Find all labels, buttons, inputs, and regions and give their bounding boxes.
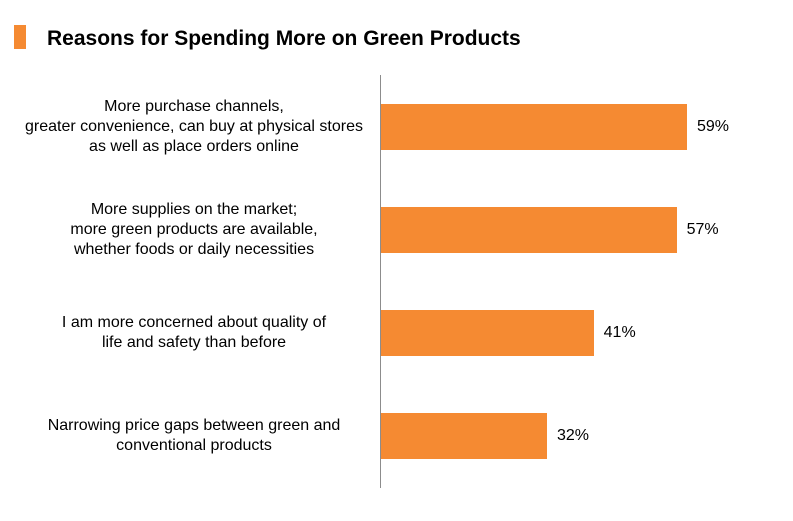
category-axis-line [380, 75, 381, 488]
data-label: 32% [556, 427, 589, 444]
data-label: 59% [697, 118, 730, 135]
category-label: I am more concerned about quality of life… [61, 314, 327, 351]
category-label: Narrowing price gaps between green and co… [47, 417, 341, 454]
bar [381, 310, 594, 356]
category-label: More purchase channels, greater convenien… [25, 98, 363, 155]
title-marker [14, 25, 26, 49]
chart-title: Reasons for Spending More on Green Produ… [47, 27, 521, 50]
bar [381, 413, 547, 459]
data-label: 57% [686, 221, 719, 238]
bar [381, 104, 687, 150]
bar [381, 207, 677, 253]
data-label: 41% [603, 324, 636, 341]
category-label: More supplies on the market; more green p… [70, 201, 318, 258]
